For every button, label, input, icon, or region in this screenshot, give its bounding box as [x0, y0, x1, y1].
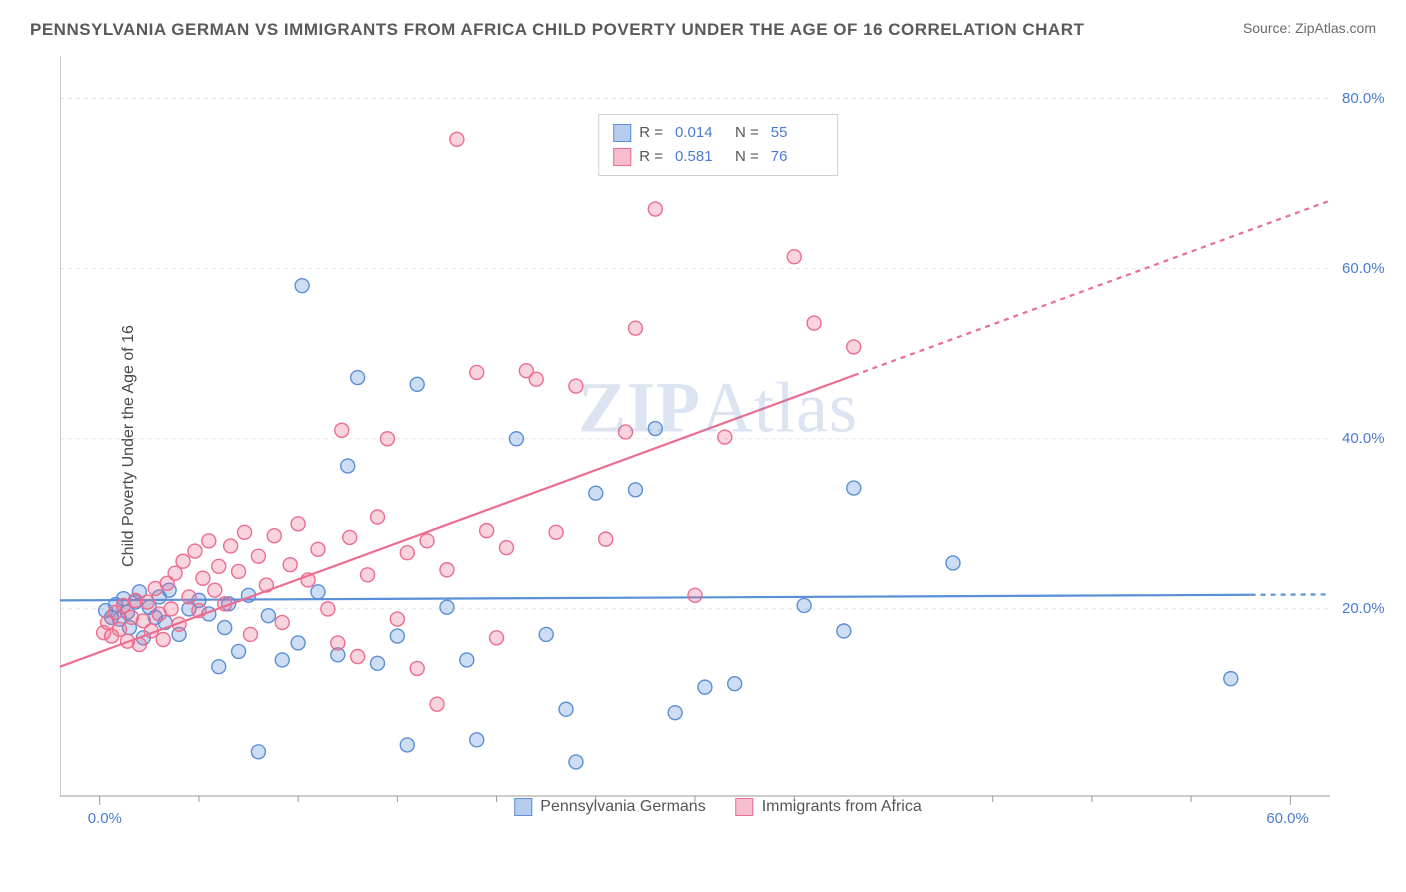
legend-item-1: Immigrants from Africa	[736, 798, 922, 816]
source-link[interactable]: ZipAtlas.com	[1295, 20, 1376, 36]
legend-stats-row-1: R = 0.581 N = 76	[613, 145, 823, 169]
x-tick-label: 60.0%	[1266, 810, 1309, 827]
legend-label-1: Immigrants from Africa	[762, 798, 922, 816]
source-prefix: Source:	[1243, 20, 1295, 36]
y-tick-label: 60.0%	[1342, 260, 1376, 277]
legend-series: Pennsylvania Germans Immigrants from Afr…	[514, 798, 921, 816]
legend-swatch-1	[613, 148, 631, 166]
n-value-1: 76	[771, 145, 823, 169]
legend-stats: R = 0.014 N = 55 R = 0.581 N = 76	[598, 114, 838, 176]
legend-stats-row-0: R = 0.014 N = 55	[613, 121, 823, 145]
r-value-1: 0.581	[675, 145, 727, 169]
x-tick-label: 0.0%	[88, 810, 122, 827]
r-label: R =	[639, 145, 663, 169]
legend-label-0: Pennsylvania Germans	[540, 798, 705, 816]
y-tick-label: 40.0%	[1342, 430, 1376, 447]
chart-title: PENNSYLVANIA GERMAN VS IMMIGRANTS FROM A…	[30, 20, 1084, 40]
legend-swatch-b1	[736, 798, 754, 816]
n-label: N =	[735, 145, 759, 169]
n-value-0: 55	[771, 121, 823, 145]
y-tick-label: 80.0%	[1342, 90, 1376, 107]
r-label: R =	[639, 121, 663, 145]
n-label: N =	[735, 121, 759, 145]
legend-swatch-b0	[514, 798, 532, 816]
legend-swatch-0	[613, 124, 631, 142]
source-attribution: Source: ZipAtlas.com	[1243, 20, 1376, 36]
legend-item-0: Pennsylvania Germans	[514, 798, 705, 816]
chart-area: ZIPAtlas R = 0.014 N = 55 R = 0.581 N = …	[60, 56, 1376, 822]
r-value-0: 0.014	[675, 121, 727, 145]
y-tick-label: 20.0%	[1342, 600, 1376, 617]
